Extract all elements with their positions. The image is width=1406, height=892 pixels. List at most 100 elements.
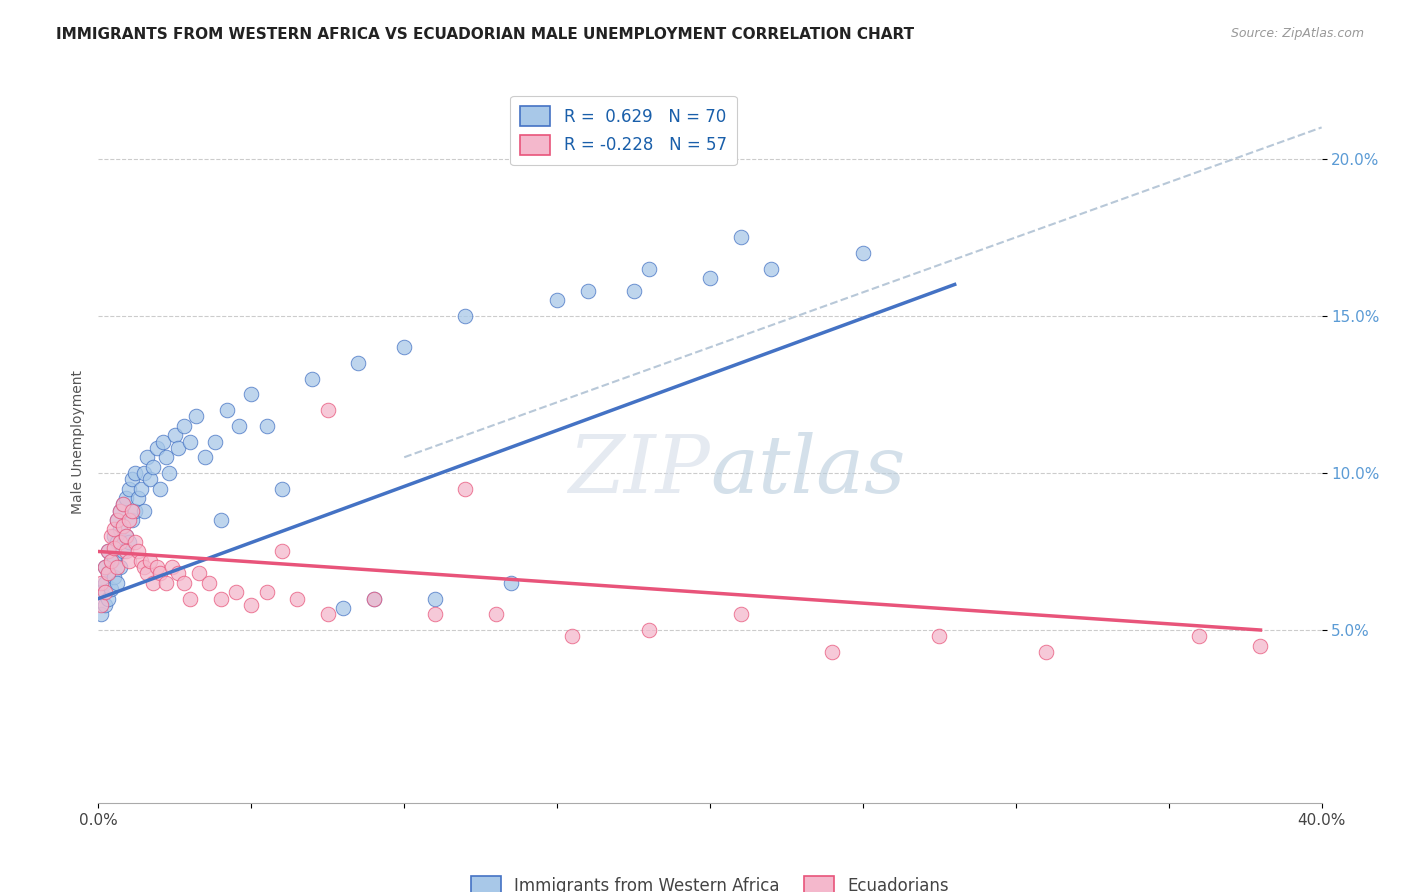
Point [105,513,128,527]
Point [730,607,752,622]
Point [108,503,131,517]
Point [136,566,159,581]
Point [561,629,583,643]
Point [111,497,134,511]
Point [759,261,782,276]
Point [163,428,186,442]
Point [90,607,112,622]
Point [124,535,146,549]
Point [118,482,141,496]
Point [149,566,172,581]
Point [115,544,138,558]
Point [97,591,120,606]
Point [93,585,115,599]
Point [105,560,128,574]
Point [93,598,115,612]
Text: Source: ZipAtlas.com: Source: ZipAtlas.com [1230,27,1364,40]
Point [90,575,112,590]
Point [115,529,138,543]
Legend: Immigrants from Western Africa, Ecuadorians: Immigrants from Western Africa, Ecuadori… [464,869,956,892]
Point [637,261,661,276]
Point [142,575,165,590]
Point [454,309,477,323]
Point [285,591,308,606]
Point [256,418,278,433]
Point [108,503,131,517]
Point [240,598,263,612]
Text: atlas: atlas [710,432,905,509]
Point [129,482,152,496]
Point [121,503,143,517]
Point [105,513,128,527]
Point [100,554,122,568]
Point [105,575,128,590]
Point [160,560,183,574]
Point [142,459,165,474]
Point [124,466,146,480]
Point [152,434,174,449]
Point [93,560,115,574]
Point [121,513,143,527]
Point [93,560,115,574]
Point [576,284,599,298]
Point [194,450,217,465]
Point [546,293,568,308]
Point [197,575,219,590]
Point [173,418,195,433]
Point [157,466,180,480]
Point [111,544,134,558]
Point [139,472,162,486]
Point [108,560,131,574]
Point [111,497,134,511]
Point [103,529,125,543]
Point [821,645,844,659]
Point [392,340,416,354]
Point [1035,645,1057,659]
Point [1249,639,1271,653]
Point [97,544,120,558]
Point [301,372,323,386]
Point [145,560,167,574]
Point [145,441,167,455]
Point [240,387,263,401]
Point [127,544,149,558]
Point [90,598,112,612]
Point [188,566,211,581]
Point [454,482,477,496]
Point [637,623,661,637]
Point [124,503,146,517]
Point [179,591,201,606]
Point [108,535,131,549]
Point [204,434,226,449]
Point [127,491,149,505]
Y-axis label: Male Unemployment: Male Unemployment [70,369,84,514]
Point [103,550,125,565]
Point [97,566,120,581]
Point [363,591,385,606]
Point [155,450,177,465]
Point [108,523,131,537]
Point [256,585,278,599]
Point [209,591,232,606]
Point [485,607,508,622]
Point [1188,629,1211,643]
Point [100,582,122,597]
Point [225,585,247,599]
Point [134,466,156,480]
Point [228,418,250,433]
Point [97,544,120,558]
Point [121,472,143,486]
Point [111,519,134,533]
Point [316,607,339,622]
Point [699,271,721,285]
Point [115,529,138,543]
Point [347,356,370,370]
Point [270,544,292,558]
Point [100,554,122,568]
Point [134,560,156,574]
Point [149,482,172,496]
Point [423,591,446,606]
Point [90,585,112,599]
Point [118,513,141,527]
Point [730,230,752,244]
